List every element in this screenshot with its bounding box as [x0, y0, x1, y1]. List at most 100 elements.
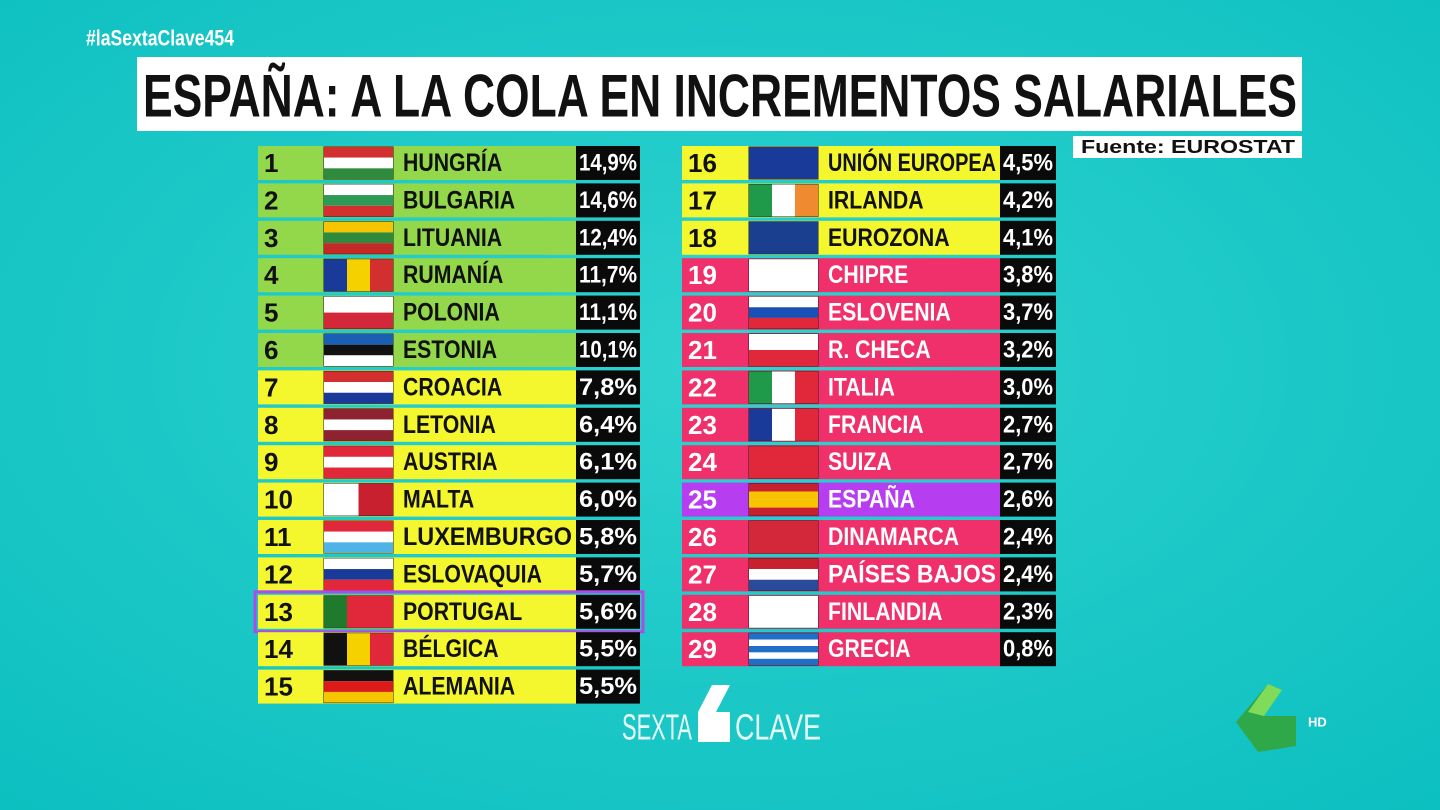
value: 5,6% [579, 598, 637, 625]
value-cell [576, 407, 640, 442]
flag-stripe [749, 569, 818, 580]
value-cell [1000, 183, 1056, 218]
flag-stripe [749, 558, 818, 570]
flag-stripe [772, 408, 795, 441]
quality-badge: HD [1308, 715, 1327, 730]
rank: 22 [688, 372, 717, 402]
flag-stripe [749, 350, 818, 366]
row-background [682, 333, 1000, 367]
rank: 28 [688, 597, 717, 627]
country-name: CHIPRE [828, 261, 908, 289]
value-cell [576, 333, 640, 367]
flag-stripe [324, 205, 393, 217]
value-cell [1000, 520, 1056, 554]
country-name: ALEMANIA [403, 673, 515, 701]
rank: 16 [688, 148, 717, 178]
rank: 10 [264, 485, 293, 515]
row-background [682, 295, 1000, 330]
flag-stripe [324, 446, 393, 457]
highlight-frame [253, 590, 645, 634]
value: 2,4% [1003, 524, 1053, 551]
row-background [682, 183, 1000, 218]
row-background [258, 445, 576, 480]
flag-stripe [324, 371, 393, 383]
row-background [682, 146, 1000, 180]
rank: 27 [688, 559, 717, 589]
flag-stripe [324, 344, 393, 356]
flag-stripe [324, 157, 393, 169]
flag-stripe [347, 595, 370, 628]
value: 6,1% [579, 449, 637, 476]
country-name: AUSTRIA [403, 448, 497, 476]
flag-stripe [324, 147, 393, 158]
row-background [258, 557, 576, 592]
flag-stripe [324, 243, 393, 254]
source-box [1073, 136, 1302, 158]
title: ESPAÑA: A LA COLA EN INCREMENTOS SALARIA… [143, 63, 1297, 130]
flag-stripe [324, 531, 393, 543]
row-background [258, 183, 576, 218]
rank: 9 [264, 447, 278, 477]
flag-stripe [772, 371, 795, 404]
value-cell [576, 482, 640, 517]
value: 5,8% [579, 524, 637, 551]
row-background [258, 220, 576, 255]
flag-stripe [324, 521, 393, 532]
flag-stripe [324, 430, 393, 441]
channel-logo-highlight [1248, 684, 1282, 716]
flag-stripe [324, 483, 359, 516]
value: 7,8% [579, 374, 637, 401]
flag-stripe [795, 184, 818, 217]
flag-stripe [749, 646, 818, 653]
flag-stripe [749, 595, 818, 628]
flag-stripe [749, 499, 818, 508]
rank: 23 [688, 410, 717, 440]
flag-stripe [370, 633, 393, 666]
value: 12,4% [579, 224, 637, 251]
row-background [258, 333, 576, 367]
country-name: DINAMARCA [828, 523, 959, 551]
row-background [258, 370, 576, 405]
value-cell [576, 520, 640, 554]
value-cell [1000, 258, 1056, 293]
flag-stripe [749, 446, 818, 479]
country-name: PAÍSES BAJOS [828, 559, 996, 588]
flag-stripe [749, 317, 818, 329]
country-name: FINLANDIA [828, 598, 943, 626]
value-cell [576, 445, 640, 480]
flag-stripe [324, 467, 393, 479]
value-cell [576, 370, 640, 405]
flag-stripe [324, 419, 393, 431]
country-name: PORTUGAL [403, 598, 522, 626]
rank: 25 [688, 485, 717, 515]
flag-stripe [324, 259, 347, 292]
value: 2,6% [1003, 486, 1053, 513]
flag-stripe [749, 221, 818, 254]
country-name: FRANCIA [828, 411, 924, 439]
row-background [682, 482, 1000, 517]
rank: 18 [688, 223, 717, 253]
value: 3,2% [1003, 337, 1053, 364]
value: 10,1% [579, 337, 637, 364]
value-cell [576, 632, 640, 667]
value: 2,4% [1003, 561, 1053, 588]
rank: 8 [264, 410, 278, 440]
rank: 2 [264, 185, 278, 215]
rank: 13 [264, 597, 293, 627]
country-name: RUMANÍA [403, 260, 503, 289]
value: 4,2% [1003, 187, 1053, 214]
show-logo-right: CLAVE [735, 707, 821, 748]
flag-stripe [749, 658, 818, 666]
value: 5,7% [579, 561, 637, 588]
flag-stripe [749, 371, 772, 404]
country-name: BÉLGICA [403, 634, 499, 663]
value: 6,4% [579, 411, 637, 438]
show-logo-mark [698, 685, 730, 742]
flag-stripe [324, 195, 393, 206]
flag-stripe [324, 382, 393, 393]
rank: 17 [688, 185, 717, 215]
flag-stripe [772, 184, 795, 217]
flag-stripe [324, 232, 393, 244]
value-cell [1000, 407, 1056, 442]
